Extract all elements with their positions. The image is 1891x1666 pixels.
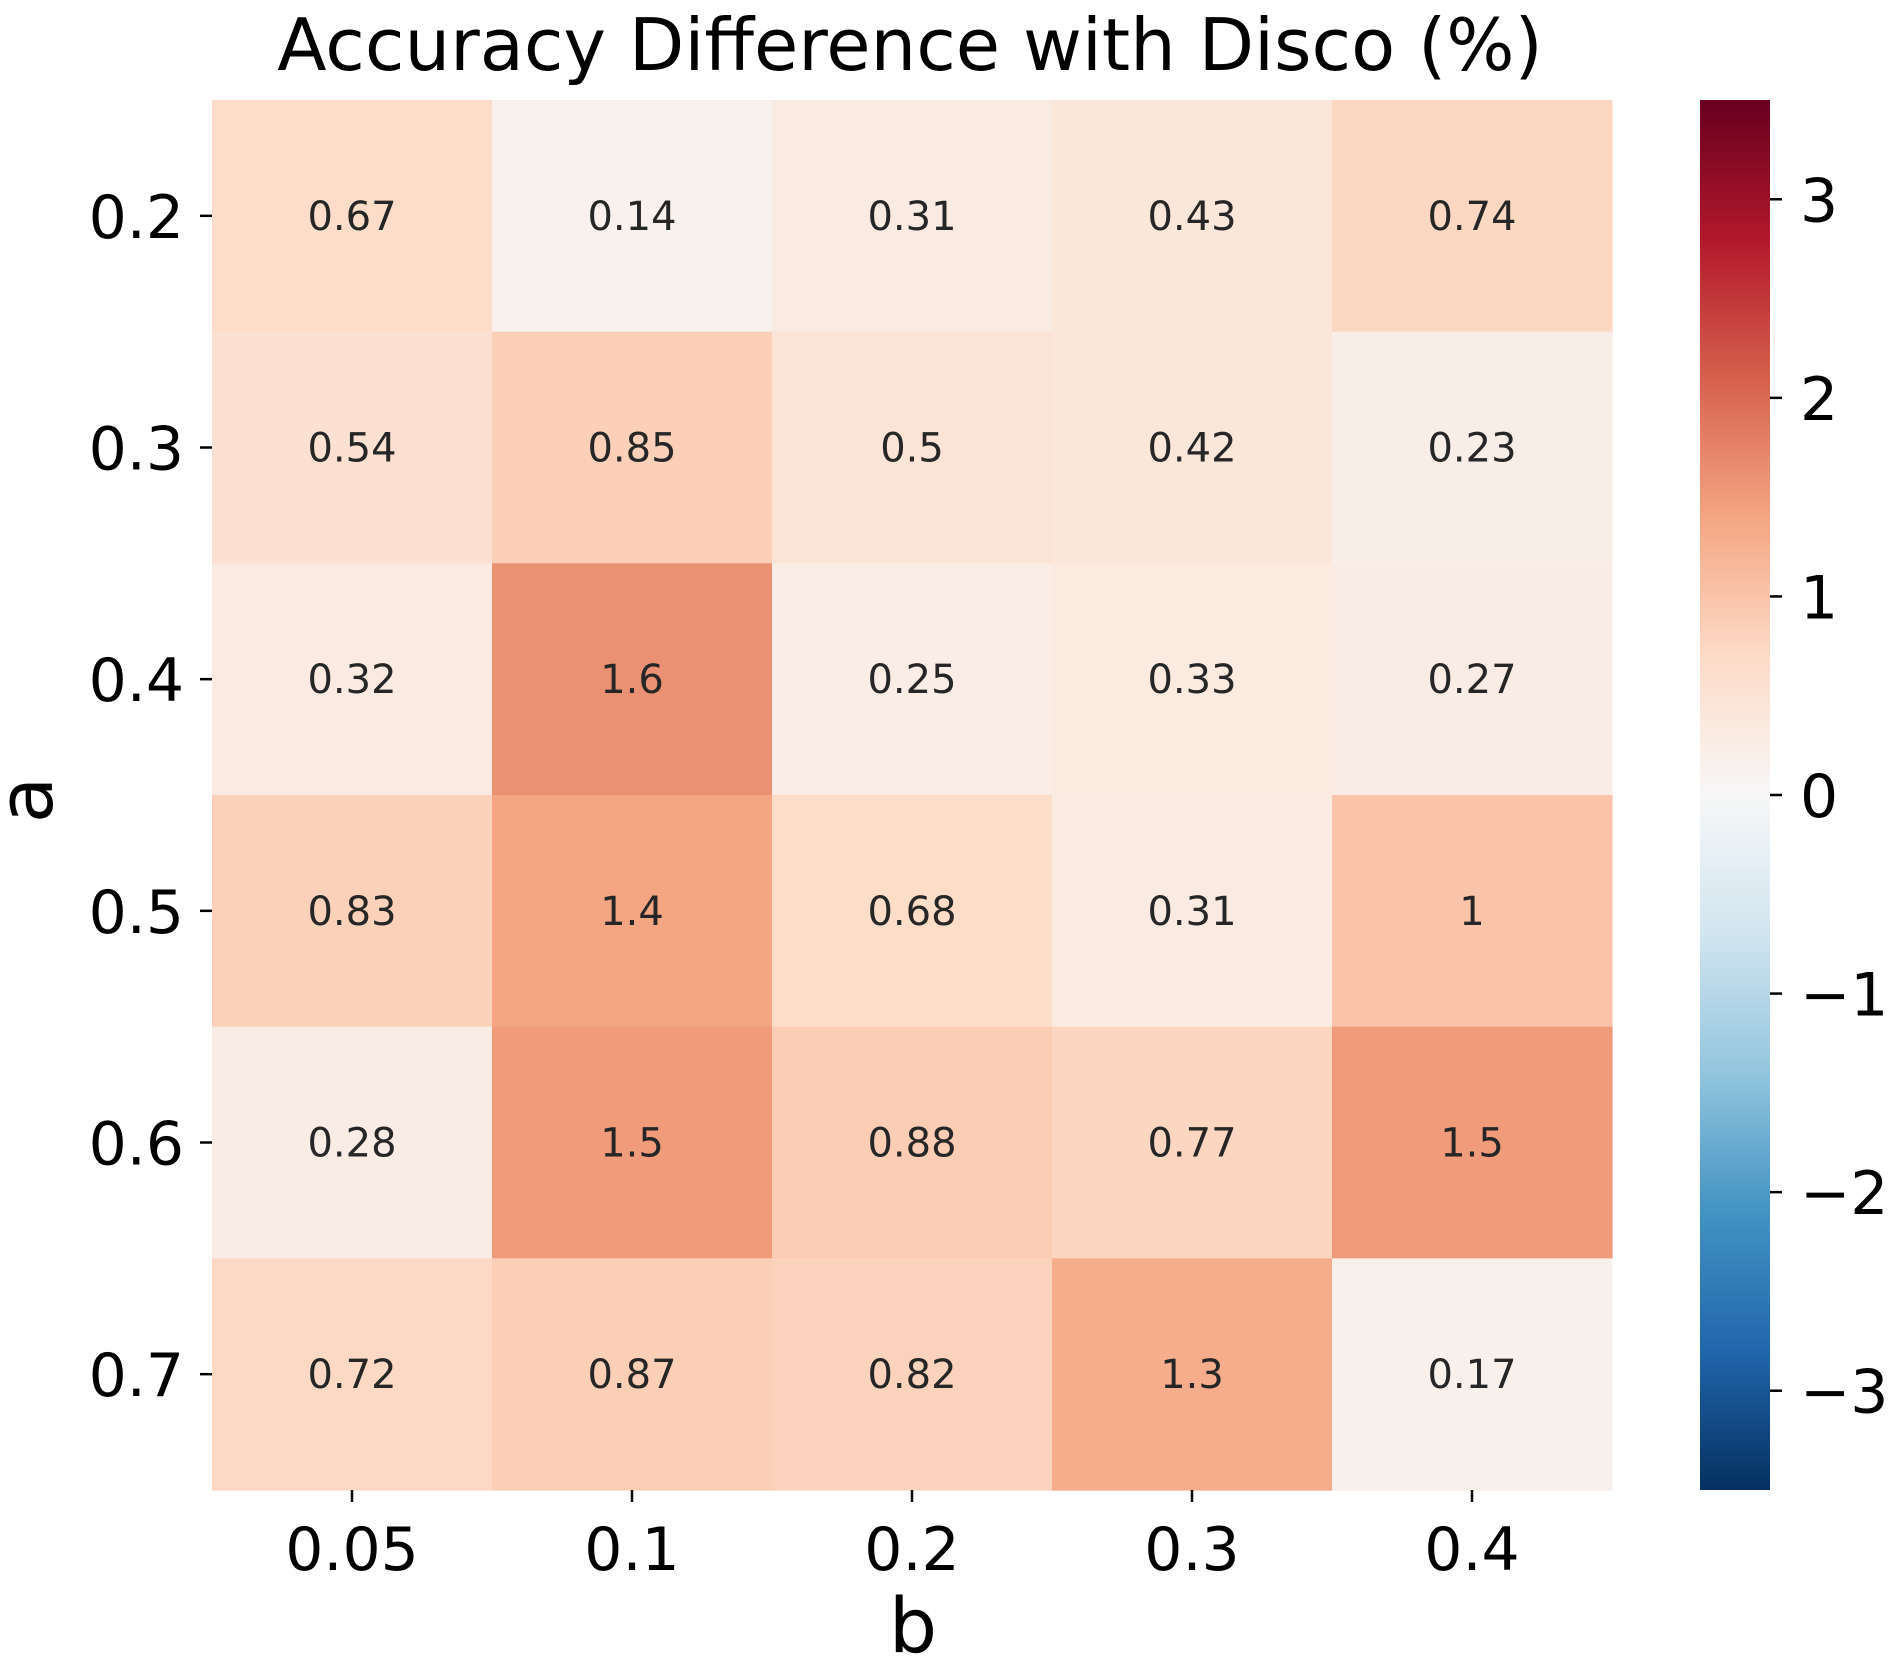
heatmap-cell <box>1052 1026 1333 1259</box>
heatmap-cell-label: 0.14 <box>587 194 676 240</box>
y-tick-label: 0.6 <box>89 1110 184 1180</box>
colorbar-tick-label: 0 <box>1800 762 1838 832</box>
heatmap-cell-label: 0.28 <box>307 1121 396 1167</box>
heatmap-cell <box>1052 331 1333 564</box>
y-tick-label: 0.7 <box>89 1341 184 1411</box>
heatmap-cell-label: 0.23 <box>1427 426 1516 472</box>
heatmap-cell <box>492 1026 773 1259</box>
heatmap-cells <box>212 100 1613 1491</box>
heatmap-cell <box>1052 100 1333 333</box>
heatmap-cell-label: 0.85 <box>587 426 676 472</box>
heatmap-cell-label: 0.74 <box>1427 194 1516 240</box>
heatmap-cell <box>772 795 1053 1028</box>
heatmap-cell <box>1052 1258 1333 1491</box>
heatmap-cell-label: 1.6 <box>600 657 664 703</box>
heatmap-cell-label: 1 <box>1459 889 1484 935</box>
heatmap-cell-label: 0.77 <box>1147 1121 1236 1167</box>
heatmap-cell <box>212 1026 493 1259</box>
chart-title: Accuracy Difference with Disco (%) <box>277 3 1542 87</box>
x-tick-label: 0.05 <box>285 1515 419 1585</box>
heatmap-cell <box>492 100 773 333</box>
heatmap-cell-label: 0.68 <box>867 889 956 935</box>
heatmap-cell <box>772 100 1053 333</box>
heatmap-cell <box>492 563 773 796</box>
heatmap-cell <box>1332 563 1613 796</box>
heatmap-cell-label: 1.4 <box>600 889 664 935</box>
heatmap-cell-label: 0.32 <box>307 657 396 703</box>
heatmap-cell-label: 1.5 <box>600 1121 664 1167</box>
colorbar-tick-label: −1 <box>1800 961 1888 1031</box>
heatmap-cell <box>772 563 1053 796</box>
x-tick-label: 0.4 <box>1424 1515 1519 1585</box>
heatmap-cell-label: 0.31 <box>1147 889 1236 935</box>
colorbar-tick-label: 3 <box>1800 166 1838 236</box>
y-tick-label: 0.2 <box>89 183 184 253</box>
heatmap-cell <box>492 795 773 1028</box>
y-tick-label: 0.4 <box>89 646 184 716</box>
heatmap-cell-label: 0.42 <box>1147 426 1236 472</box>
heatmap-cell-labels: 0.67 0.14 0.31 0.43 0.74 0.54 0.85 0.5 0.42 0.23 0… <box>307 194 1516 1398</box>
x-axis: 0.05 0.1 0.2 0.3 0.4 <box>285 1490 1520 1585</box>
heatmap-cell <box>772 1258 1053 1491</box>
heatmap-cell <box>1332 1258 1613 1491</box>
colorbar-tick-label: −2 <box>1800 1159 1888 1229</box>
colorbar-tick-label: 2 <box>1800 365 1838 435</box>
heatmap-cell <box>212 100 493 333</box>
heatmap-cell <box>1332 331 1613 564</box>
heatmap-cell-label: 1.3 <box>1160 1352 1224 1398</box>
heatmap-cell-label: 0.82 <box>867 1352 956 1398</box>
heatmap-cell <box>772 1026 1053 1259</box>
heatmap-cell <box>212 1258 493 1491</box>
heatmap-cell-label: 0.67 <box>307 194 396 240</box>
y-tick-label: 0.3 <box>89 415 184 485</box>
heatmap-cell <box>492 1258 773 1491</box>
heatmap-cell <box>212 563 493 796</box>
heatmap-cell-label: 0.83 <box>307 889 396 935</box>
x-tick-label: 0.2 <box>864 1515 959 1585</box>
x-tick-label: 0.1 <box>584 1515 679 1585</box>
heatmap-cell-label: 0.27 <box>1427 657 1516 703</box>
heatmap-cell <box>1332 100 1613 333</box>
colorbar-tick-label: 1 <box>1800 563 1838 633</box>
heatmap-cell <box>1332 1026 1613 1259</box>
heatmap-cell-label: 0.43 <box>1147 194 1236 240</box>
y-axis-label: a <box>0 777 70 824</box>
heatmap-cell-label: 0.88 <box>867 1121 956 1167</box>
heatmap-cell-label: 0.72 <box>307 1352 396 1398</box>
colorbar-gradient <box>1700 100 1770 1490</box>
heatmap-cell-label: 0.25 <box>867 657 956 703</box>
colorbar: 3 2 1 0 −1 −2 −3 <box>1700 100 1888 1490</box>
x-axis-label: b <box>889 1581 937 1666</box>
heatmap-cell <box>212 795 493 1028</box>
heatmap-cell <box>212 331 493 564</box>
heatmap-cell-label: 0.33 <box>1147 657 1236 703</box>
heatmap-cell-label: 0.17 <box>1427 1352 1516 1398</box>
heatmap-cell <box>492 331 773 564</box>
heatmap-cell-label: 0.5 <box>880 426 944 472</box>
heatmap-cell <box>1052 563 1333 796</box>
heatmap-cell-label: 0.87 <box>587 1352 676 1398</box>
x-tick-label: 0.3 <box>1144 1515 1239 1585</box>
colorbar-tick-label: −3 <box>1800 1358 1888 1428</box>
y-axis: 0.2 0.3 0.4 0.5 0.6 0.7 <box>89 183 212 1411</box>
y-tick-label: 0.5 <box>89 878 184 948</box>
heatmap-cell <box>1052 795 1333 1028</box>
heatmap-cell-label: 1.5 <box>1440 1121 1504 1167</box>
heatmap-cell <box>772 331 1053 564</box>
heatmap-cell-label: 0.54 <box>307 426 396 472</box>
heatmap-cell <box>1332 795 1613 1028</box>
heatmap-cell-label: 0.31 <box>867 194 956 240</box>
